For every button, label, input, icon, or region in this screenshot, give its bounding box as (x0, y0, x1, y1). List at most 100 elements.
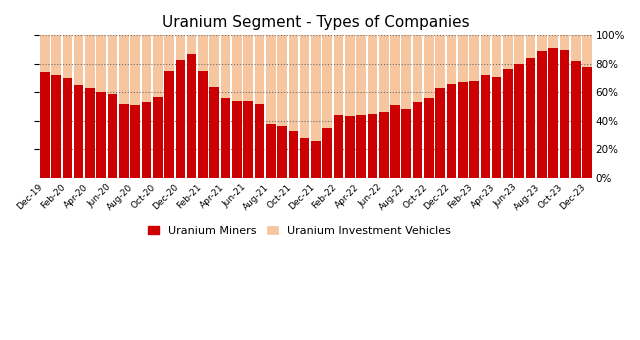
Bar (198, 35, 208, 178)
Bar (458, 82, 468, 178)
Bar (379, 35, 388, 178)
Bar (232, 35, 242, 178)
Bar (85, 35, 95, 178)
Bar (63, 78, 72, 178)
Title: Uranium Segment - Types of Companies: Uranium Segment - Types of Companies (162, 15, 470, 30)
Bar (97, 92, 106, 178)
Bar (447, 84, 456, 178)
Bar (559, 50, 569, 178)
Bar (367, 114, 377, 178)
Bar (289, 35, 298, 178)
Bar (333, 115, 343, 178)
Bar (345, 117, 355, 178)
Bar (492, 76, 502, 178)
Bar (255, 104, 264, 178)
Bar (108, 35, 117, 178)
Bar (255, 35, 264, 178)
Legend: Uranium Miners, Uranium Investment Vehicles: Uranium Miners, Uranium Investment Vehic… (143, 221, 456, 240)
Bar (367, 35, 377, 178)
Bar (435, 35, 445, 178)
Bar (119, 104, 129, 178)
Bar (481, 35, 490, 178)
Bar (141, 35, 151, 178)
Bar (243, 101, 253, 178)
Bar (266, 124, 276, 178)
Bar (323, 128, 332, 178)
Bar (582, 35, 592, 178)
Bar (97, 35, 106, 178)
Bar (51, 35, 61, 178)
Bar (74, 35, 83, 178)
Bar (277, 35, 287, 178)
Bar (559, 35, 569, 178)
Bar (469, 35, 479, 178)
Bar (187, 35, 196, 178)
Bar (356, 115, 366, 178)
Bar (153, 35, 163, 178)
Bar (300, 35, 309, 178)
Bar (537, 51, 547, 178)
Bar (266, 35, 276, 178)
Bar (582, 67, 592, 178)
Bar (413, 102, 422, 178)
Bar (526, 35, 536, 178)
Bar (51, 75, 61, 178)
Bar (515, 64, 524, 178)
Bar (356, 35, 366, 178)
Bar (401, 35, 411, 178)
Bar (571, 61, 580, 178)
Bar (187, 54, 196, 178)
Bar (243, 35, 253, 178)
Bar (537, 35, 547, 178)
Bar (108, 94, 117, 178)
Bar (515, 35, 524, 178)
Bar (221, 35, 230, 178)
Bar (209, 35, 219, 178)
Bar (40, 35, 49, 178)
Bar (390, 35, 400, 178)
Bar (469, 81, 479, 178)
Bar (526, 58, 536, 178)
Bar (548, 35, 558, 178)
Bar (289, 131, 298, 178)
Bar (333, 35, 343, 178)
Bar (345, 35, 355, 178)
Bar (40, 72, 49, 178)
Bar (198, 71, 208, 178)
Bar (164, 71, 174, 178)
Bar (401, 109, 411, 178)
Bar (413, 35, 422, 178)
Bar (175, 59, 185, 178)
Bar (277, 126, 287, 178)
Bar (311, 141, 321, 178)
Bar (323, 35, 332, 178)
Bar (119, 35, 129, 178)
Bar (458, 35, 468, 178)
Bar (435, 88, 445, 178)
Bar (131, 35, 140, 178)
Bar (311, 35, 321, 178)
Bar (503, 69, 513, 178)
Bar (503, 35, 513, 178)
Bar (424, 98, 434, 178)
Bar (63, 35, 72, 178)
Bar (131, 105, 140, 178)
Bar (571, 35, 580, 178)
Bar (175, 35, 185, 178)
Bar (153, 97, 163, 178)
Bar (548, 48, 558, 178)
Bar (492, 35, 502, 178)
Bar (390, 105, 400, 178)
Bar (447, 35, 456, 178)
Bar (424, 35, 434, 178)
Bar (74, 85, 83, 178)
Bar (232, 101, 242, 178)
Bar (481, 75, 490, 178)
Bar (221, 98, 230, 178)
Bar (164, 35, 174, 178)
Bar (85, 88, 95, 178)
Bar (141, 102, 151, 178)
Bar (209, 87, 219, 178)
Bar (379, 112, 388, 178)
Bar (300, 138, 309, 178)
